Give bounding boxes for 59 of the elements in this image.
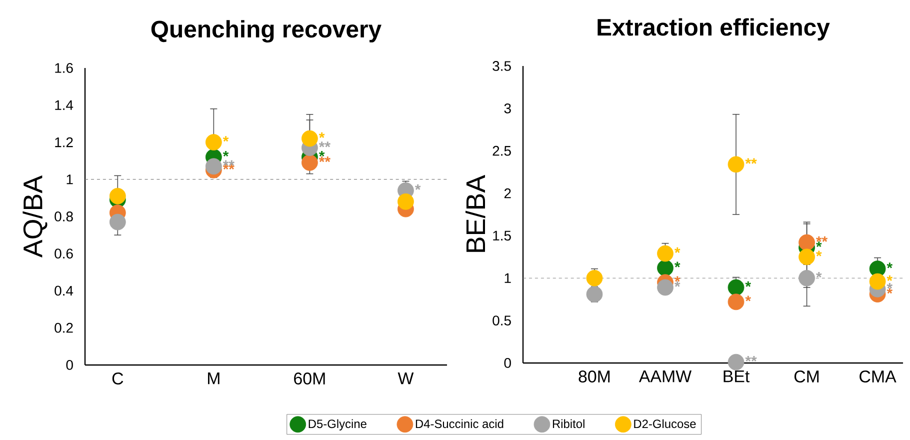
data-label: *: [816, 241, 822, 247]
chart-title: Quenching recovery: [151, 20, 382, 42]
data-label: *: [886, 275, 893, 281]
data-label: *: [674, 276, 680, 282]
data-label: *: [745, 281, 752, 287]
data-label: **: [745, 356, 757, 362]
data-label: *: [886, 288, 893, 294]
y-tick-label: 2.5: [492, 146, 511, 156]
data-label: *: [318, 150, 325, 157]
y-tick-label: 2: [504, 188, 511, 198]
x-tick-label: C: [112, 372, 124, 385]
data-label: *: [816, 272, 822, 278]
data-label: *: [318, 132, 325, 138]
y-tick-label: 3: [504, 103, 511, 114]
legend-label: D5-Glycine: [308, 419, 366, 430]
y-tick-label: 0.8: [54, 212, 73, 222]
data-label: *: [674, 247, 680, 253]
data-label: *: [674, 262, 680, 268]
data-label: *: [674, 281, 680, 287]
x-tick-label: M: [208, 372, 220, 384]
y-axis-title: BE/BA: [466, 174, 486, 252]
y-tick-label: 0: [66, 360, 73, 370]
y-tick-label: 0: [504, 358, 511, 368]
data-label: **: [222, 160, 234, 166]
x-tick-label: BEt: [724, 370, 750, 382]
chart-title: Extraction efficiency: [598, 18, 830, 40]
data-label: **: [816, 236, 828, 242]
legend-label: D4-Succinic acid: [416, 419, 504, 428]
y-tick-label: 1.2: [55, 137, 73, 148]
data-label: *: [816, 250, 822, 256]
x-tick-label: 60M: [294, 372, 325, 385]
y-tick-label: 1.6: [55, 63, 73, 73]
data-label: *: [886, 262, 893, 268]
data-label: *: [745, 296, 752, 302]
legend-label: Ribitol: [552, 419, 584, 428]
y-tick-label: 0.2: [54, 322, 73, 333]
y-tick-label: 0.5: [492, 316, 511, 326]
y-tick-label: 1.5: [493, 230, 511, 241]
x-tick-label: W: [398, 372, 414, 384]
y-tick-label: 1: [504, 273, 511, 283]
data-label: *: [222, 136, 229, 142]
data-label: *: [414, 184, 421, 190]
y-tick-label: 1.4: [55, 100, 74, 110]
data-label: **: [318, 156, 331, 162]
y-tick-label: 3.5: [492, 61, 511, 71]
data-label: **: [745, 158, 757, 164]
x-tick-label: CM: [794, 370, 819, 382]
data-label: **: [222, 164, 234, 170]
y-axis-title: AQ/BA: [22, 175, 48, 258]
legend-label: D2-Glucose: [634, 419, 696, 428]
data-label: *: [222, 150, 229, 157]
x-tick-label: CMA: [860, 370, 896, 382]
data-label: *: [886, 283, 893, 289]
y-tick-label: 1: [66, 174, 73, 184]
x-tick-label: AAMW: [638, 370, 692, 382]
x-tick-label: 80M: [578, 370, 610, 382]
data-label: **: [318, 142, 331, 148]
y-tick-label: 0.6: [54, 248, 73, 259]
y-tick-label: 0.4: [54, 286, 74, 296]
